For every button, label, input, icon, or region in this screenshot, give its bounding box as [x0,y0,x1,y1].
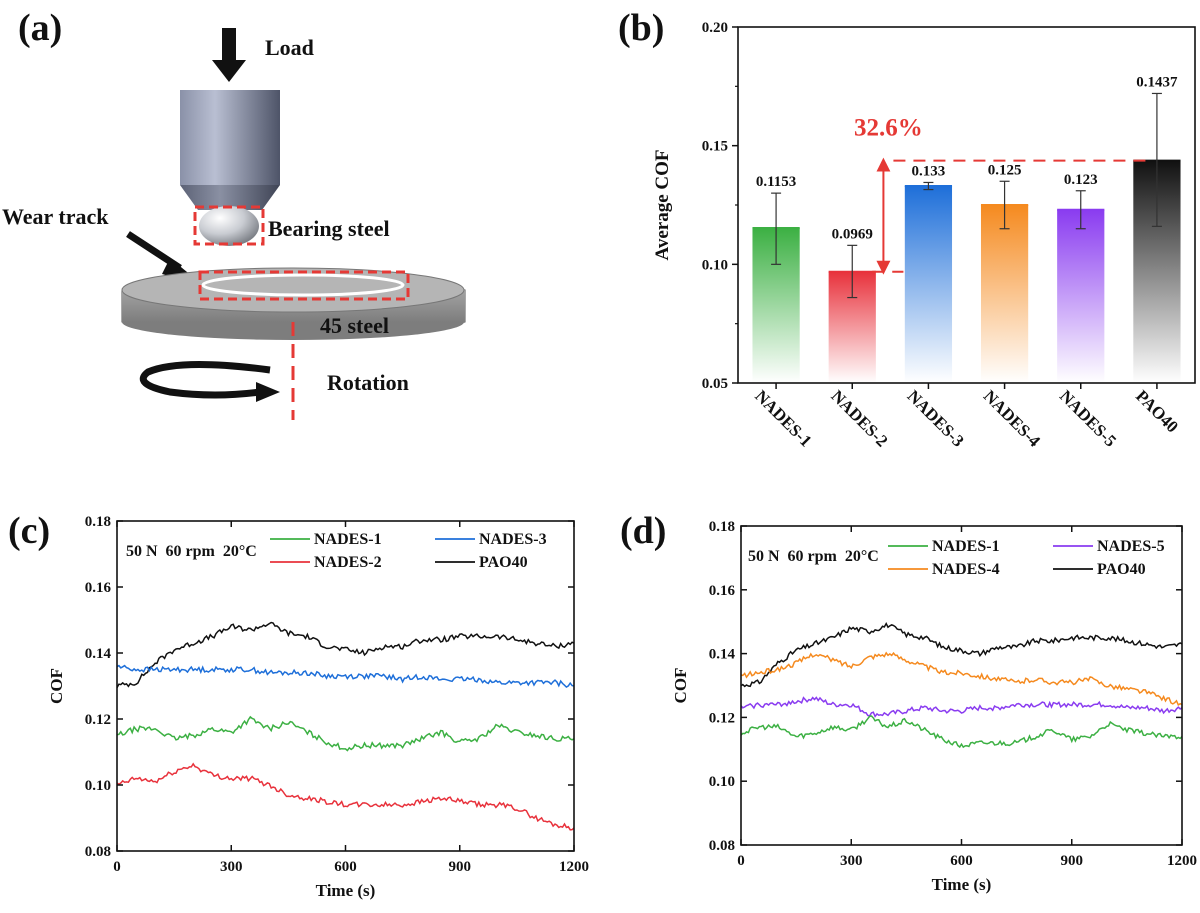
steel-disc [121,267,466,340]
y-axis-title: Average COF [652,150,673,261]
y-tick-label: 0.12 [709,710,735,726]
series-line-pao40 [116,621,575,689]
y-tick-label: 0.14 [85,646,112,662]
series-line-nades-1 [740,715,1183,749]
panel-a: (a) Load Bearing steel Wear track 45 [2,7,466,420]
bar-nades-3 [904,186,953,383]
y-tick-label: 0.10 [702,257,728,273]
x-tick-label: NADES-4 [980,386,1045,451]
x-tick-label: 0 [737,853,745,869]
y-axis-title: COF [47,668,66,704]
panel-label-c: (c) [8,510,50,552]
series-line-pao40 [740,621,1183,688]
bar-nades-4 [980,205,1029,383]
y-tick-label: 0.20 [702,20,728,36]
y-tick-label: 0.15 [702,139,728,155]
x-tick-label: 300 [220,859,243,875]
x-tick-label: NADES-2 [827,386,891,450]
y-tick-label: 0.08 [85,844,111,860]
x-tick-label: 0 [113,859,121,875]
line-chart-d: 0 300 600 900 1200 0.08 0.10 0.12 0.14 0.16 0.18 Ti… [671,519,1197,894]
track-highlight-box [198,270,410,301]
x-tick-label: NADES-3 [904,386,968,450]
legend-label: NADES-4 [932,561,1000,578]
legend-label: NADES-1 [932,538,1000,555]
y-tick-label: 0.08 [709,838,735,854]
bearing-steel-label: Bearing steel [268,216,390,241]
y-tick-label: 0.10 [85,778,111,794]
y-tick-label: 0.18 [709,519,735,535]
value-label: 0.133 [912,163,946,179]
x-tick-label: NADES-5 [1056,386,1120,450]
value-label: 0.1153 [756,174,796,190]
y-tick-label: 0.14 [709,647,736,663]
wear-track-label: Wear track [2,204,109,229]
y-axis-title: COF [671,668,690,704]
legend-label: NADES-1 [314,531,382,548]
series-line-nades-5 [740,696,1183,718]
panel-label-a: (a) [18,7,62,49]
panel-label-b: (b) [618,7,664,49]
test-condition: 50 N 60 rpm 20°C [748,548,879,565]
holder-cone [180,185,280,210]
panel-b: (b) 0.1153 NADES-1 0.0969 NADES-2 0.133 NADES… [618,7,1196,451]
legend-label: NADES-3 [479,531,547,548]
legend-label: NADES-2 [314,554,382,571]
x-tick-label: 1200 [1167,853,1197,869]
series-line-nades-3 [116,664,575,689]
x-tick-label: NADES-1 [751,386,815,450]
value-label: 0.125 [988,162,1022,178]
ball-holder [180,90,280,185]
value-label: 0.1437 [1136,74,1178,90]
y-tick-label: 0.18 [85,514,111,530]
y-tick-label: 0.16 [709,583,736,599]
legend-label: NADES-5 [1097,538,1165,555]
rotation-label: Rotation [327,370,409,395]
panel-c: (c) 0 300 600 900 1200 0.08 0.10 0.12 0.14 0.16 0.… [8,510,589,900]
load-label: Load [265,35,314,60]
x-tick-label: 1200 [559,859,589,875]
bar-nades-5 [1057,209,1105,383]
y-tick-label: 0.05 [702,376,728,392]
rotation-arrow-icon [139,361,280,402]
value-label: 0.123 [1064,172,1098,188]
bar-chart: 0.1153 NADES-1 0.0969 NADES-2 0.133 NADES-3 0.… [652,20,1196,451]
legend-label: PAO40 [479,554,528,571]
series-line-nades-2 [116,762,575,831]
test-condition: 50 N 60 rpm 20°C [126,543,257,560]
x-tick-label: 600 [334,859,357,875]
x-tick-label: 300 [840,853,863,869]
line-chart-c: 0 300 600 900 1200 0.08 0.10 0.12 0.14 0.16 0.18 Ti… [47,514,589,900]
ball-highlight-box [193,205,265,246]
legend-label: PAO40 [1097,561,1146,578]
bearing-ball [199,206,259,246]
disc-label: 45 steel [320,313,389,338]
x-tick-label: 900 [1061,853,1084,869]
y-tick-label: 0.16 [85,580,112,596]
x-axis-title: Time (s) [316,881,376,900]
panel-d: (d) 0 300 600 900 1200 0.08 0.10 0.12 0.14 0.16 0.… [620,510,1197,894]
plot-frame [737,26,1196,384]
x-tick-label: 600 [950,853,973,869]
y-tick-label: 0.10 [709,774,735,790]
x-tick-label: PAO40 [1132,386,1182,436]
x-axis-title: Time (s) [932,875,992,894]
panel-label-d: (d) [620,510,666,552]
value-label: 0.0969 [832,226,873,242]
series-line-nades-1 [116,715,575,752]
series-line-nades-4 [740,651,1183,706]
percent-annotation: 32.6% [854,115,923,142]
load-arrow-icon [212,28,246,82]
y-tick-label: 0.12 [85,712,111,728]
x-tick-label: 900 [449,859,472,875]
